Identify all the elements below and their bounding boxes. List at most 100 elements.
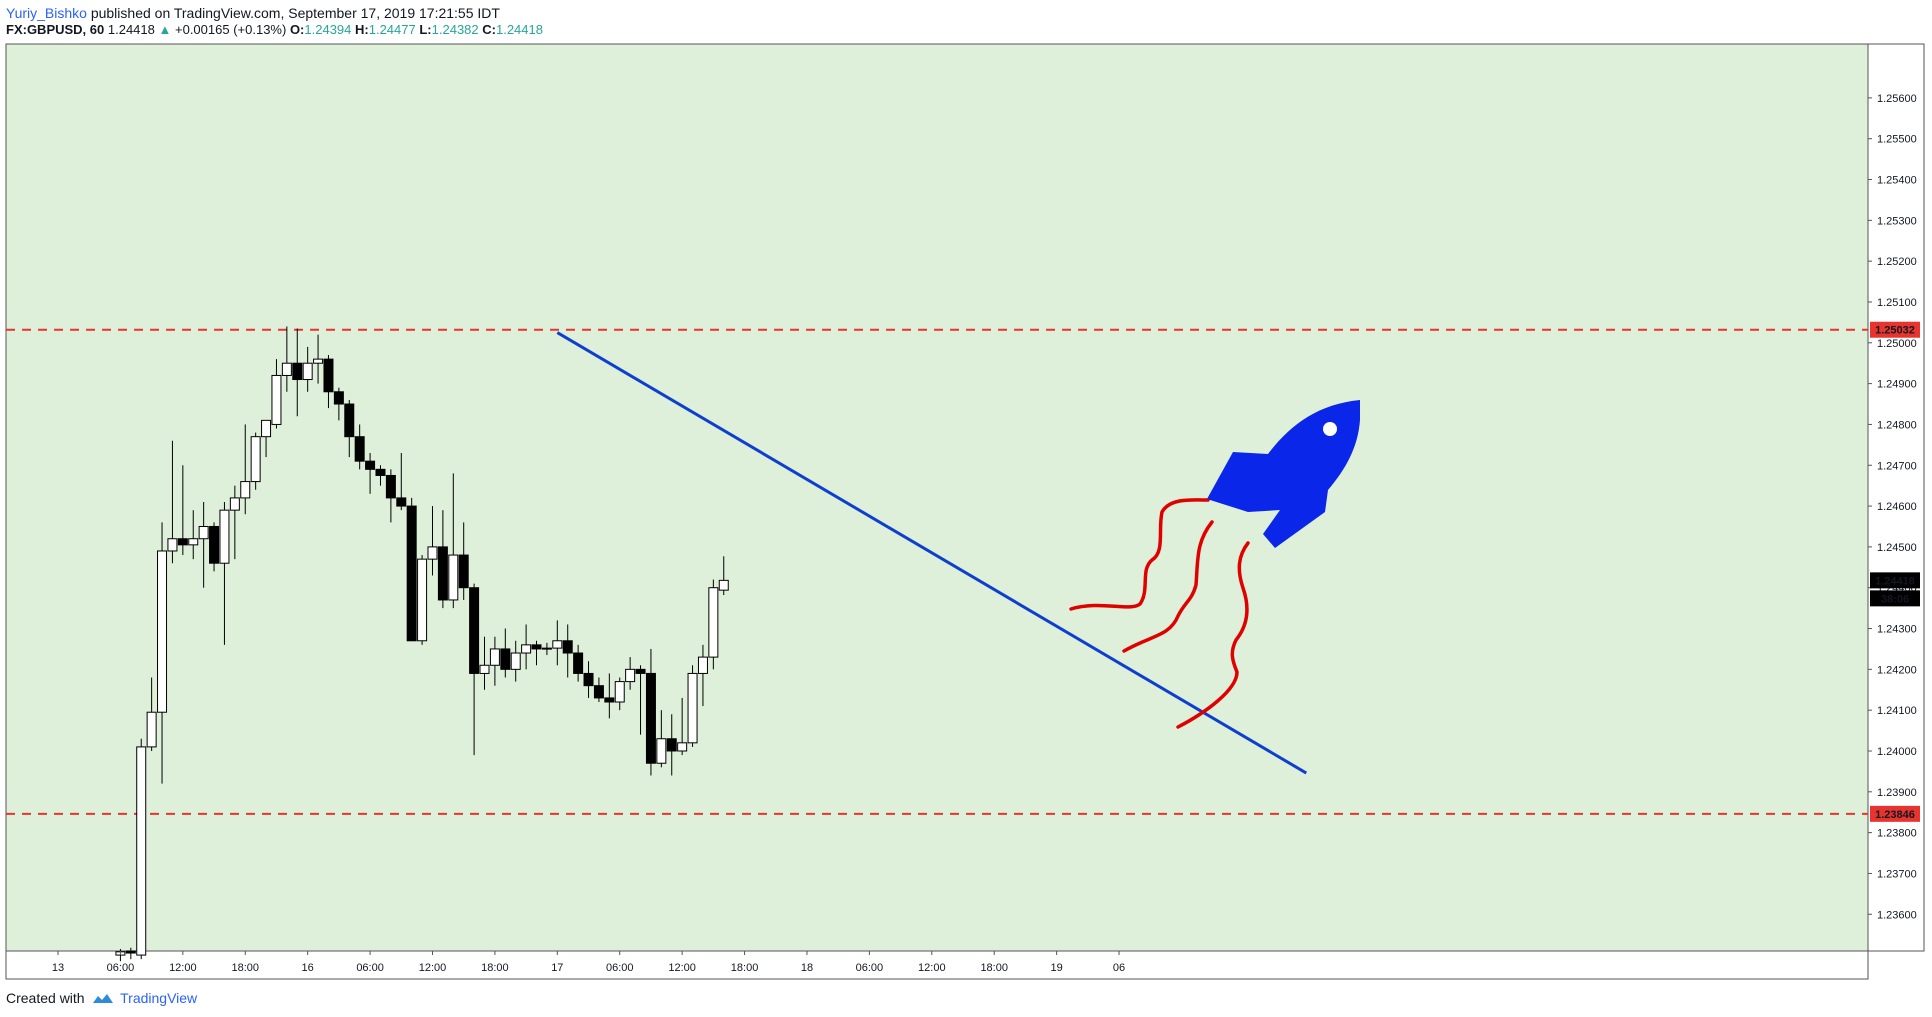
high-label: H: bbox=[355, 22, 369, 37]
candle-body bbox=[344, 403, 355, 438]
time-tick-label: 06:00 bbox=[606, 962, 634, 974]
candle-body bbox=[313, 358, 324, 364]
trendline-group[interactable] bbox=[556, 331, 1308, 775]
candle-body bbox=[521, 644, 532, 654]
price-change: +0.00165 (+0.13%) bbox=[175, 22, 287, 37]
candle-body bbox=[198, 525, 209, 540]
candle-body bbox=[614, 681, 625, 703]
candles bbox=[115, 326, 729, 962]
footer: Created with TradingView bbox=[6, 989, 197, 1007]
time-tick-label: 06:00 bbox=[107, 962, 135, 974]
last-price-tag: 1.24418 bbox=[1875, 575, 1915, 587]
freehand-stroke-1[interactable] bbox=[1069, 498, 1210, 611]
time-tick-label: 13 bbox=[52, 962, 64, 974]
candle-body bbox=[583, 672, 594, 687]
time-tick-label: 06:00 bbox=[856, 962, 884, 974]
candle-body bbox=[469, 587, 480, 674]
candle-body bbox=[687, 672, 698, 744]
time-tick-label: 12:00 bbox=[668, 962, 696, 974]
candle-body bbox=[604, 697, 615, 703]
close-value: 1.24418 bbox=[495, 22, 543, 37]
candle-body bbox=[625, 668, 636, 683]
candle-body bbox=[531, 644, 542, 650]
time-tick-label: 12:00 bbox=[918, 962, 946, 974]
candle-body bbox=[406, 505, 417, 642]
up-triangle-icon: ▲ bbox=[158, 22, 172, 37]
horizontal-levels[interactable] bbox=[6, 328, 1868, 815]
freehand-drawings[interactable] bbox=[1069, 498, 1250, 729]
time-tick-label: 18:00 bbox=[481, 962, 509, 974]
close-label: C: bbox=[482, 22, 496, 37]
candle-body bbox=[635, 668, 646, 674]
candle-body bbox=[136, 746, 147, 956]
bar-countdown-tag: 38:06 bbox=[1881, 593, 1909, 605]
candle-body bbox=[157, 550, 168, 713]
candle-body bbox=[458, 554, 469, 589]
time-tick-label: 19 bbox=[1051, 962, 1063, 974]
price-tick-label: 1.23700 bbox=[1877, 868, 1917, 880]
candle-body bbox=[593, 685, 604, 699]
symbol-legend: FX:GBPUSD, 60 1.24418 ▲ +0.00165 (+0.13%… bbox=[6, 21, 543, 39]
candle-body bbox=[250, 436, 261, 483]
candle-body bbox=[167, 538, 178, 552]
candle-body bbox=[365, 460, 376, 470]
price-tick-label: 1.23900 bbox=[1877, 787, 1917, 799]
candle-body bbox=[385, 474, 396, 499]
resistance-price-tag-bg bbox=[1870, 321, 1920, 338]
candle-body bbox=[271, 374, 282, 425]
time-tick-label: 16 bbox=[302, 962, 314, 974]
tradingview-link[interactable]: TradingView bbox=[120, 990, 198, 1006]
price-tick-label: 1.23600 bbox=[1877, 909, 1917, 921]
time-axis[interactable] bbox=[5, 950, 1869, 980]
candle-body bbox=[281, 362, 292, 376]
support-price-tag: 1.23846 bbox=[1875, 809, 1915, 821]
rocket-icon[interactable] bbox=[1207, 400, 1360, 548]
candle-body bbox=[240, 481, 251, 499]
candle-body bbox=[219, 509, 230, 564]
candle-body bbox=[177, 538, 188, 546]
published-text: published on TradingView.com, September … bbox=[90, 5, 500, 21]
candle-body bbox=[479, 664, 490, 674]
open-value: 1.24394 bbox=[304, 22, 352, 37]
support-price-tag-bg bbox=[1870, 805, 1920, 822]
price-tick-label: 1.24700 bbox=[1877, 460, 1917, 472]
candle-body bbox=[261, 419, 272, 438]
time-tick-label: 17 bbox=[551, 962, 563, 974]
time-tick-label: 18:00 bbox=[731, 962, 759, 974]
candle-body bbox=[562, 640, 573, 654]
bar-countdown-tag-bg bbox=[1870, 590, 1920, 607]
candle-body bbox=[510, 652, 521, 670]
candle-body bbox=[677, 742, 688, 752]
low-value: 1.24382 bbox=[431, 22, 479, 37]
time-tick-label: 18 bbox=[801, 962, 813, 974]
freehand-stroke-3[interactable] bbox=[1176, 541, 1250, 729]
price-tick-label: 1.24800 bbox=[1877, 419, 1917, 431]
price-tick-label: 1.25100 bbox=[1877, 297, 1917, 309]
candle-body bbox=[645, 672, 656, 764]
price-tick-label: 1.24000 bbox=[1877, 746, 1917, 758]
time-tick-label: 12:00 bbox=[169, 962, 197, 974]
candle-body bbox=[718, 579, 729, 591]
candle-body bbox=[396, 497, 407, 507]
price-tick-label: 1.24200 bbox=[1877, 664, 1917, 676]
symbol-name[interactable]: FX:GBPUSD, 60 bbox=[6, 22, 105, 37]
time-tick-label: 06:00 bbox=[356, 962, 384, 974]
candle-body bbox=[125, 950, 136, 954]
candle-body bbox=[333, 391, 344, 405]
freehand-stroke-2[interactable] bbox=[1122, 520, 1214, 653]
last-price: 1.24418 bbox=[107, 22, 155, 37]
trendline[interactable] bbox=[556, 331, 1308, 775]
plot-area[interactable] bbox=[5, 43, 1869, 952]
author-name[interactable]: Yuriy_Bishko bbox=[6, 5, 87, 21]
candle-body bbox=[448, 554, 459, 601]
price-axis[interactable] bbox=[1867, 43, 1925, 952]
rocket-shape[interactable] bbox=[1207, 400, 1360, 548]
candle-body bbox=[697, 656, 708, 674]
price-tick-label: 1.25500 bbox=[1877, 134, 1917, 146]
price-tick-label: 1.24600 bbox=[1877, 501, 1917, 513]
candle-body bbox=[552, 640, 563, 649]
candle-body bbox=[417, 558, 428, 642]
time-scale-labels: 13 06:00 12:00 18:00 16 06:00 12:00 18:00 17 06:0… bbox=[52, 951, 1125, 974]
candle-body bbox=[229, 497, 240, 511]
